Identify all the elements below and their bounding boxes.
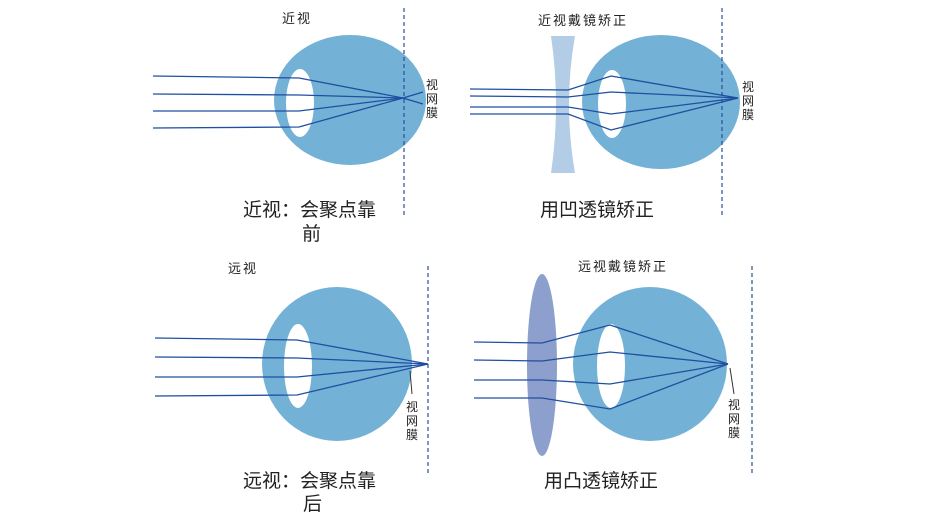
light-rays (154, 337, 429, 397)
light-ray (474, 363, 729, 410)
light-rays (469, 75, 739, 131)
caption: 用凸透镜矫正 (544, 470, 659, 492)
light-ray (153, 97, 404, 112)
caption-continued: 前 (302, 223, 322, 245)
eyeball (573, 287, 727, 441)
caption-continued: 后 (303, 493, 323, 515)
retina-pointer (729, 367, 735, 395)
light-ray (154, 337, 429, 365)
light-ray (154, 356, 429, 365)
retina-label: 视网膜 (727, 398, 740, 440)
retina-label: 视网膜 (741, 80, 754, 122)
light-ray (470, 97, 739, 131)
eyeball (274, 35, 426, 165)
light-ray (473, 351, 729, 365)
caption: 远视：会聚点靠 (243, 470, 377, 492)
light-ray (152, 93, 404, 99)
light-ray (469, 75, 739, 99)
caption: 用凹透镜矫正 (540, 199, 655, 221)
vision-correction-diagram: 近视 视网膜 近视：会聚点靠 前 近视戴镜矫正 视网膜 用凹透镜矫正 远视 视网… (152, 8, 754, 515)
concave-lens (551, 36, 575, 173)
panel-title: 近视 (282, 12, 313, 27)
eye-lens (598, 70, 626, 138)
panel-myopia-corrected (469, 8, 740, 218)
light-ray (473, 324, 729, 365)
caption: 近视：会聚点靠 (243, 199, 377, 221)
eye-lens (286, 69, 314, 137)
light-rays (152, 75, 424, 129)
light-ray (152, 97, 404, 129)
retina-label: 视网膜 (425, 78, 438, 120)
diverging-ray (402, 97, 424, 105)
panel-hyperopia-corrected (473, 266, 753, 476)
eye-lens (597, 324, 625, 408)
light-ray (155, 363, 429, 378)
light-ray (470, 97, 739, 115)
eye-lens (284, 324, 312, 408)
diverging-ray (402, 91, 424, 99)
light-ray (152, 75, 404, 99)
panel-myopia (152, 8, 426, 218)
convex-lens (527, 274, 557, 456)
light-rays (473, 324, 729, 410)
eyeball (582, 35, 740, 169)
panel-title: 远视 (228, 262, 259, 277)
retina-pointer (409, 370, 413, 395)
light-ray (474, 363, 729, 385)
panel-title: 远视戴镜矫正 (578, 260, 669, 275)
diagram-canvas (152, 8, 753, 476)
light-ray (154, 363, 429, 397)
panel-hyperopia (154, 266, 429, 476)
retina-label: 视网膜 (405, 400, 418, 442)
panel-title: 近视戴镜矫正 (538, 14, 629, 29)
light-ray (469, 91, 739, 99)
